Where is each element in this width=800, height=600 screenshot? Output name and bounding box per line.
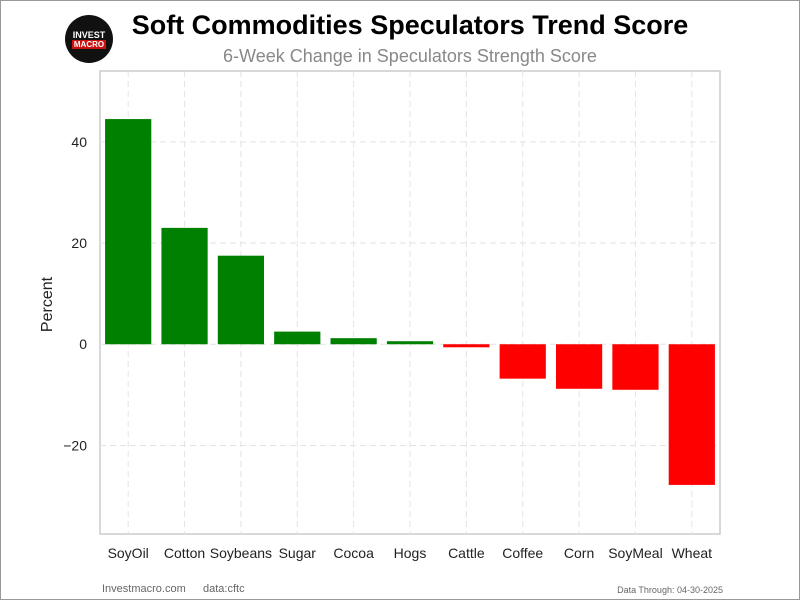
bar-wheat: [668, 344, 715, 485]
chart-subtitle: 6-Week Change in Speculators Strength Sc…: [223, 46, 597, 66]
bar-cotton: [161, 227, 208, 345]
x-tick-label: Soybeans: [210, 545, 272, 561]
logo-text-top: INVEST: [72, 29, 106, 40]
bar-sugar: [274, 331, 321, 345]
bar-soymeal: [612, 344, 659, 390]
bar-soybeans: [217, 255, 265, 345]
x-tick-label: Cattle: [448, 545, 485, 561]
footer-source: data:cftc: [203, 583, 245, 595]
y-tick-label: 40: [71, 134, 87, 150]
y-tick-label: 0: [79, 336, 87, 352]
y-axis-label: Percent: [39, 276, 56, 332]
x-tick-label: SoyMeal: [608, 545, 662, 561]
bar-soyoil: [105, 119, 152, 345]
bar-coffee: [499, 344, 546, 379]
bar-hogs: [386, 341, 434, 345]
x-tick-label: Coffee: [502, 545, 543, 561]
bar-cocoa: [330, 338, 377, 345]
footer-data-through: Data Through: 04-30-2025: [617, 585, 723, 595]
chart-title: Soft Commodities Speculators Trend Score: [131, 10, 689, 40]
x-tick-label: Cocoa: [333, 545, 374, 561]
x-tick-label: Sugar: [279, 545, 317, 561]
investmacro-logo: INVEST MACRO: [65, 15, 113, 63]
x-tick-label: Corn: [564, 545, 594, 561]
x-tick-label: SoyOil: [108, 545, 149, 561]
x-tick-label: Wheat: [672, 545, 713, 561]
x-tick-label: Cotton: [164, 545, 205, 561]
y-tick-label: 20: [71, 235, 87, 251]
footer-site: Investmacro.com: [102, 583, 186, 595]
bar-corn: [555, 344, 603, 389]
x-tick-label: Hogs: [394, 545, 427, 561]
y-tick-label: −20: [63, 437, 87, 453]
bar-cattle: [443, 344, 490, 348]
logo-text-bottom: MACRO: [71, 39, 107, 49]
